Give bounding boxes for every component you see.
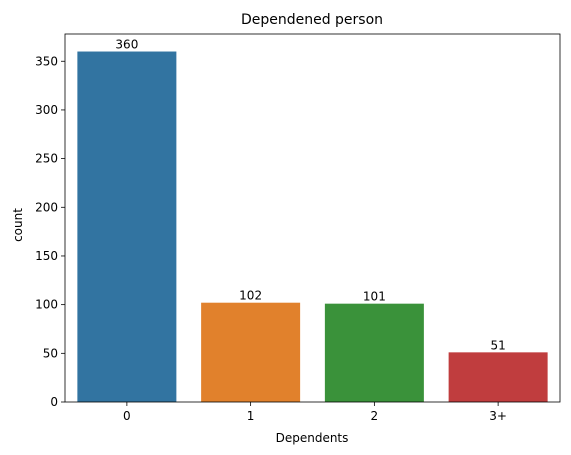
x-tick-label: 3+ [489, 409, 507, 423]
y-tick-label: 350 [35, 54, 58, 68]
x-tick-label: 0 [123, 409, 131, 423]
y-tick-label: 0 [50, 395, 58, 409]
x-tick-label: 1 [247, 409, 255, 423]
bar-value-label: 360 [115, 38, 138, 52]
bar-0 [77, 51, 177, 403]
chart-title: Dependened person [241, 12, 383, 28]
bar-2 [324, 303, 424, 402]
y-axis-label: count [11, 208, 25, 242]
bar-3plus [448, 352, 548, 402]
x-axis: 0 1 2 3+ [123, 402, 507, 423]
x-axis-label: Dependents [276, 431, 349, 445]
x-tick-label: 2 [371, 409, 379, 423]
y-tick-label: 50 [43, 346, 58, 360]
y-tick-label: 300 [35, 103, 58, 117]
y-tick-label: 150 [35, 249, 58, 263]
y-tick-label: 200 [35, 200, 58, 214]
y-tick-label: 250 [35, 152, 58, 166]
bar-value-label: 101 [363, 290, 386, 304]
bar-value-label: 51 [490, 338, 505, 352]
bars-group: 360 102 101 51 [77, 38, 548, 403]
bar-1 [201, 302, 301, 402]
y-tick-label: 100 [35, 298, 58, 312]
y-axis: 0 50 100 150 200 250 300 350 [35, 54, 65, 409]
plot-frame [64, 33, 561, 403]
bar-value-label: 102 [239, 289, 262, 303]
